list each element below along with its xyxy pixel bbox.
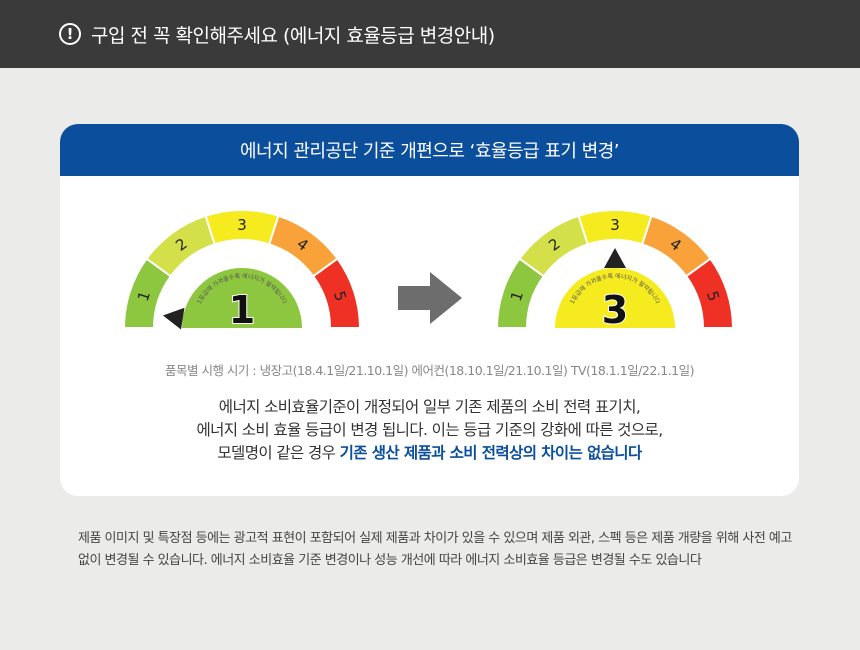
current-grade-number: 3 xyxy=(602,288,628,332)
banner-title: 구입 전 꼭 확인해주세요 (에너지 효율등급 변경안내) xyxy=(91,24,495,47)
desc-line-2: 에너지 소비 효율 등급이 변경 됩니다. 이는 등급 기준의 강화에 따른 것… xyxy=(196,421,663,439)
grade-label: 3 xyxy=(610,216,620,234)
grade-pointer-icon xyxy=(162,307,185,330)
disclaimer-note: 제품 이미지 및 특장점 등에는 광고적 표현이 포함되어 실제 제품과 차이가… xyxy=(78,531,792,568)
arrow-right-icon xyxy=(398,272,462,324)
current-grade-dial xyxy=(182,268,302,328)
desc-line-1: 에너지 소비효율기준이 개정되어 일부 기존 제품의 소비 전력 표기치, xyxy=(218,398,641,416)
exclamation-circle-icon: ! xyxy=(59,23,81,45)
desc-line-3: 모델명이 같은 경우 기존 생산 제품과 소비 전력상의 차이는 없습니다 xyxy=(60,442,799,465)
grade-segment-5 xyxy=(311,257,362,329)
current-grade-dial xyxy=(555,268,675,328)
desc-emphasis: 기존 생산 제품과 소비 전력상의 차이는 없습니다 xyxy=(339,444,643,462)
card-title: 에너지 관리공단 기준 개편으로 ‘효율등급 표기 변경’ xyxy=(60,124,799,176)
grade-segment-5 xyxy=(684,257,735,329)
energy-label-card: 에너지 관리공단 기준 개편으로 ‘효율등급 표기 변경’ 1 2 3 4 5 1등급에 … xyxy=(60,124,799,496)
grade-pointer-icon xyxy=(604,248,626,268)
rollout-dates: 품목별 시행 시기 : 냉장고(18.4.1일/21.10.1일) 에어컨(18… xyxy=(164,363,695,378)
notice-banner: ! 구입 전 꼭 확인해주세요 (에너지 효율등급 변경안내) xyxy=(0,0,860,68)
current-grade-number: 1 xyxy=(229,288,255,332)
grade-label: 3 xyxy=(237,216,247,234)
description: 에너지 소비효율기준이 개정되어 일부 기존 제품의 소비 전력 표기치, 에너… xyxy=(60,396,799,465)
desc-line-3-prefix: 모델명이 같은 경우 xyxy=(217,444,340,462)
